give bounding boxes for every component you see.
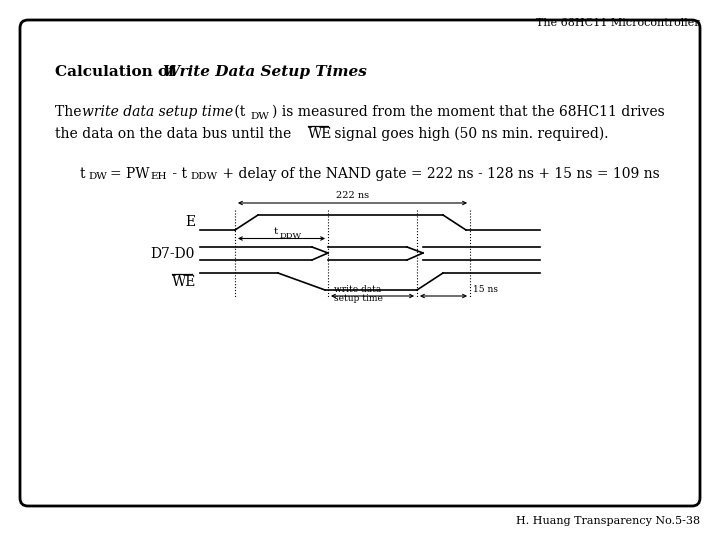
Text: - t: - t (168, 167, 187, 181)
Text: signal goes high (50 ns min. required).: signal goes high (50 ns min. required). (330, 127, 608, 141)
Text: the data on the data bus until the: the data on the data bus until the (55, 127, 296, 141)
FancyBboxPatch shape (20, 20, 700, 506)
Text: WE: WE (172, 274, 197, 288)
Text: t: t (274, 226, 277, 235)
Text: (t: (t (230, 105, 246, 119)
Text: The 68HC11 Microcontroller: The 68HC11 Microcontroller (536, 18, 700, 28)
Text: The: The (55, 105, 86, 119)
Text: ) is measured from the moment that the 68HC11 drives: ) is measured from the moment that the 6… (272, 105, 665, 119)
Text: DDW: DDW (279, 232, 302, 240)
Text: 222 ns: 222 ns (336, 191, 369, 200)
Text: write data setup time: write data setup time (82, 105, 233, 119)
Text: Write Data Setup Times: Write Data Setup Times (163, 65, 367, 79)
Text: WE: WE (308, 127, 333, 141)
Text: D7-D0: D7-D0 (150, 246, 195, 260)
Text: t: t (80, 167, 86, 181)
Text: Calculation of: Calculation of (55, 65, 180, 79)
Text: write data: write data (334, 285, 382, 294)
Text: + delay of the NAND gate = 222 ns - 128 ns + 15 ns = 109 ns: + delay of the NAND gate = 222 ns - 128 … (218, 167, 660, 181)
Text: DW: DW (250, 112, 269, 121)
Text: DW: DW (88, 172, 107, 181)
Text: = PW: = PW (110, 167, 150, 181)
Text: 15 ns: 15 ns (473, 285, 498, 294)
Text: H. Huang Transparency No.5-38: H. Huang Transparency No.5-38 (516, 516, 700, 526)
Text: EH: EH (150, 172, 166, 181)
Text: setup time: setup time (334, 294, 383, 303)
Text: E: E (185, 215, 195, 230)
Text: DDW: DDW (190, 172, 217, 181)
